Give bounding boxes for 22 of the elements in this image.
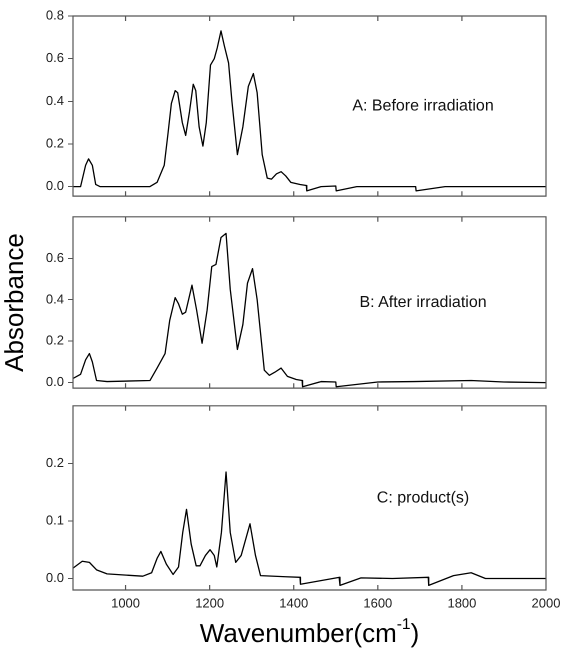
y-tick-label: 0.0: [46, 178, 64, 194]
x-tick-label: 1600: [363, 595, 392, 610]
y-tick-label: 0.1: [46, 512, 64, 528]
y-tick-label: 0.2: [46, 454, 64, 470]
y-tick-label: 0.2: [46, 136, 64, 151]
y-tick-label: 0.0: [46, 374, 64, 390]
y-tick-label: 0.0: [46, 570, 64, 586]
x-tick-label: 1200: [195, 595, 224, 610]
y-tick-label: 0.6: [46, 250, 64, 265]
annotation: B: After irradiation: [359, 294, 487, 311]
x-tick-label: 1000: [111, 595, 140, 610]
y-tick-label: 0.4: [46, 291, 64, 306]
y-tick-label: 0.6: [46, 50, 64, 66]
y-tick-label: 0.2: [46, 332, 64, 348]
y-tick-label: 0.4: [46, 92, 64, 108]
annotation: C: product(s): [376, 489, 470, 506]
y-axis-title: Absorbance: [0, 233, 29, 372]
x-tick-label: 2000: [532, 595, 560, 610]
x-tick-label: 1400: [279, 595, 308, 610]
x-tick-label: 1800: [447, 595, 476, 610]
annotation: A: Before irradiation: [352, 98, 494, 115]
y-tick-label: 0.8: [46, 8, 64, 23]
